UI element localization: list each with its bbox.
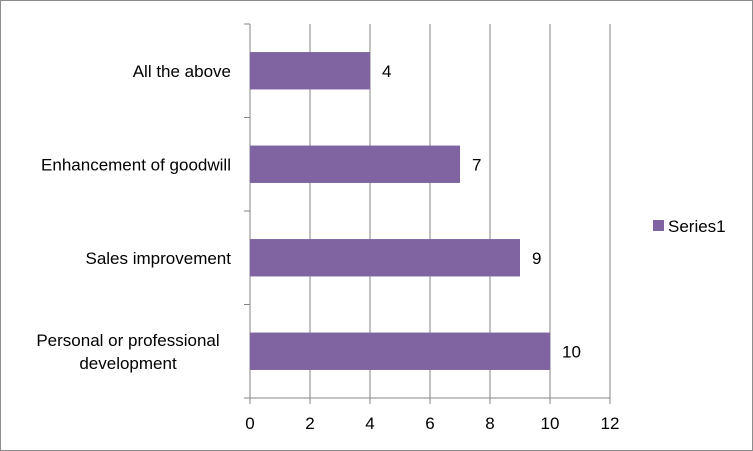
x-tick-label: 8 — [485, 414, 494, 433]
bars — [250, 52, 550, 370]
x-tick-label: 10 — [541, 414, 560, 433]
category-label: Personal or professional development — [36, 331, 219, 373]
category-label: All the above — [133, 62, 231, 81]
category-label-line: Sales improvement — [85, 249, 231, 268]
category-label-line: Personal or professional — [36, 331, 219, 350]
data-label: 9 — [532, 249, 541, 268]
category-label-line: development — [79, 354, 177, 373]
legend: Series1 — [653, 217, 726, 236]
x-tick-label: 2 — [305, 414, 314, 433]
legend-label: Series1 — [668, 217, 726, 236]
bar — [250, 52, 370, 90]
x-tick-label: 0 — [245, 414, 254, 433]
bar — [250, 332, 550, 370]
category-label: Enhancement of goodwill — [41, 155, 231, 174]
bar — [250, 239, 520, 277]
x-tick-label: 12 — [601, 414, 620, 433]
category-label-line: All the above — [133, 62, 231, 81]
data-label: 10 — [562, 342, 581, 361]
x-tick-label: 4 — [365, 414, 374, 433]
data-label: 7 — [472, 155, 481, 174]
x-tick-label: 6 — [425, 414, 434, 433]
bar — [250, 145, 460, 183]
legend-swatch — [653, 220, 664, 231]
data-label: 4 — [382, 62, 391, 81]
category-label: Sales improvement — [85, 249, 231, 268]
labels: 0 2 4 6 8 10 12 4 All the above 7 Enhancement of g… — [36, 62, 619, 433]
category-label-line: Enhancement of goodwill — [41, 155, 231, 174]
